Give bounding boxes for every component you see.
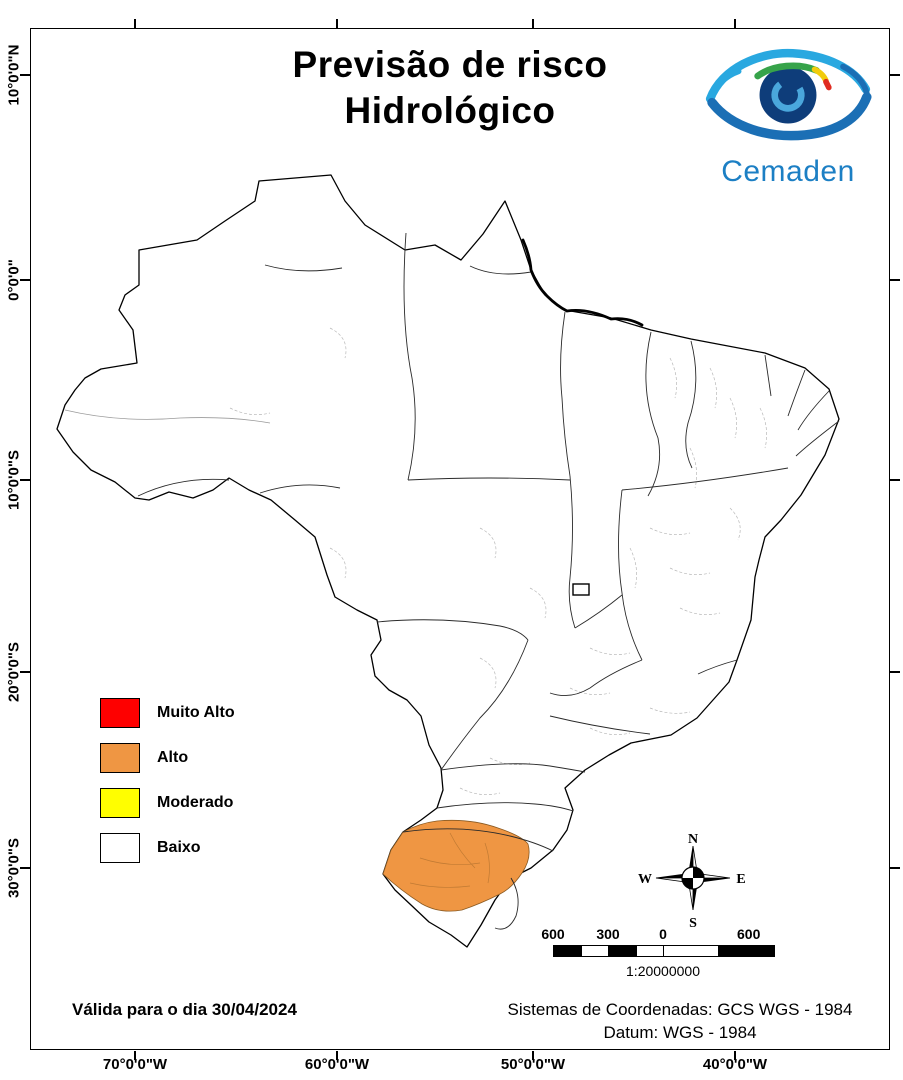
compass-n: N: [688, 832, 698, 847]
risk-region-alto: [382, 819, 530, 912]
cemaden-eye-icon: [705, 48, 872, 141]
scale-bar: 600 300 0 600 km 1:20000000: [541, 926, 785, 979]
scale-label-300: 300: [596, 926, 620, 942]
scale-label-0: 0: [659, 926, 667, 942]
scale-label-600-left: 600: [541, 926, 565, 942]
amazon-river-line: [64, 409, 271, 424]
legend-label-moderado: Moderado: [157, 794, 234, 811]
compass-w: W: [638, 872, 652, 887]
legend-swatch-alto: [100, 743, 140, 773]
map-title-line1: Previsão de risco: [292, 44, 608, 85]
compass-rose: N S W E: [638, 830, 748, 935]
risk-legend: Muito Alto Alto Moderado Baixo: [100, 698, 235, 878]
north-arrow-icon: N S W E: [638, 832, 746, 931]
legend-swatch-moderado: [100, 788, 140, 818]
scale-bar-labels: 600 300 0 600 km: [541, 926, 785, 958]
legend-swatch-muito-alto: [100, 698, 140, 728]
state-boundaries: [137, 232, 840, 930]
legend-label-baixo: Baixo: [157, 839, 201, 856]
legend-item-moderado: Moderado: [100, 788, 235, 818]
legend-label-alto: Alto: [157, 749, 189, 766]
lon-label-40w: 40°0'0"W: [702, 1056, 768, 1073]
lon-label-50w: 50°0'0"W: [500, 1056, 566, 1073]
coordinate-system-note: Sistemas de Coordenadas: GCS WGS - 1984 …: [470, 999, 890, 1045]
lon-label-60w: 60°0'0"W: [304, 1056, 370, 1073]
distrito-federal-outline: [572, 583, 590, 596]
compass-s: S: [689, 916, 697, 930]
amazon-mouth-coast: [521, 238, 644, 327]
municipal-boundaries: [229, 327, 767, 795]
cemaden-wordmark: Cemaden: [721, 155, 855, 188]
legend-item-baixo: Baixo: [100, 833, 235, 863]
risk-region-inner-lines: [409, 832, 490, 888]
scale-bar-graphic: [553, 945, 775, 957]
legend-item-alto: Alto: [100, 743, 235, 773]
legend-swatch-baixo: [100, 833, 140, 863]
legend-label-muito-alto: Muito Alto: [157, 704, 235, 721]
validity-note: Válida para o dia 30/04/2024: [72, 1000, 297, 1019]
map-title: Previsão de risco Hidrológico: [180, 42, 720, 135]
cemaden-logo: Cemaden: [690, 40, 886, 189]
coordinate-system-line1: Sistemas de Coordenadas: GCS WGS - 1984: [507, 1000, 853, 1019]
brazil-risk-map: [56, 174, 840, 948]
legend-item-muito-alto: Muito Alto: [100, 698, 235, 728]
coordinate-system-line2: Datum: WGS - 1984: [603, 1022, 757, 1042]
compass-e: E: [736, 872, 745, 887]
map-title-line2: Hidrológico: [344, 90, 556, 132]
lon-label-70w: 70°0'0"W: [102, 1056, 168, 1073]
scale-ratio: 1:20000000: [626, 963, 700, 979]
